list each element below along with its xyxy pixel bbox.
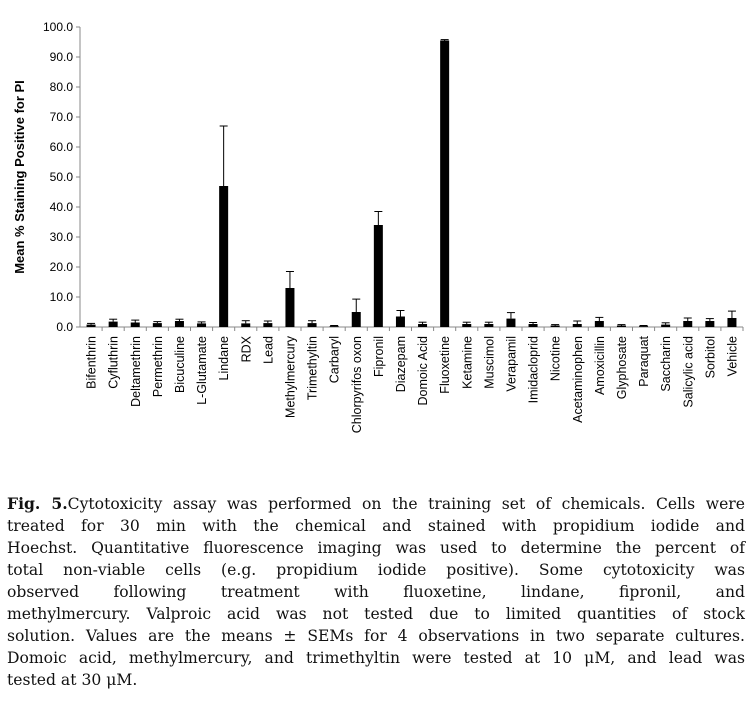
bar: [241, 323, 251, 327]
bar: [285, 288, 295, 327]
x-tick-label: Amoxicillin: [593, 336, 607, 395]
x-tick-label: Permethrin: [151, 336, 165, 397]
caption-line-6: methylmercury. Valproic acid was not tes…: [7, 605, 745, 623]
bar: [86, 324, 96, 327]
x-tick-label: Trimethyltin: [306, 336, 320, 400]
bar: [528, 324, 538, 327]
x-tick-label: Cyfluthrin: [107, 336, 121, 389]
bar: [705, 321, 715, 327]
bar: [108, 321, 118, 327]
bar: [197, 323, 207, 327]
bar: [174, 321, 184, 327]
bar: [307, 323, 317, 327]
x-tick-label: Fipronil: [372, 336, 386, 377]
x-tick-label: Muscimol: [482, 336, 496, 389]
y-axis-ticks: 0.0 10.0 20.0 30.0 40.0 50.0 60.0 70.0 80.0 90.0 1…: [43, 20, 80, 334]
bar: [373, 225, 383, 327]
bar: [639, 326, 649, 327]
x-tick-label: Methylmercury: [283, 335, 297, 418]
y-tick-label: 40.0: [50, 200, 74, 214]
x-tick-label: Verapamil: [504, 336, 518, 392]
error-bars: [87, 39, 736, 327]
x-tick-label: Acetaminophen: [571, 336, 585, 423]
axes: [79, 27, 744, 331]
x-tick-label: Glyphosate: [615, 336, 629, 399]
x-tick-label: Deltamethrin: [129, 336, 143, 407]
x-tick-label: RDX: [239, 335, 253, 362]
bar: [594, 321, 604, 327]
x-tick-label: Vehicle: [725, 336, 739, 376]
x-tick-label: Salicylic acid: [681, 336, 695, 408]
x-tick-label: Carbaryl: [328, 336, 342, 383]
bar: [395, 316, 405, 327]
x-tick-label: Imidacloprid: [527, 336, 541, 403]
x-axis-labels: Bifenthrin Cyfluthrin Deltamethrin Permethr…: [85, 335, 740, 433]
bar: [506, 318, 516, 327]
bar: [661, 324, 671, 327]
bar-chart: Mean % Staining Positive for PI 0.0 10.0 2…: [12, 20, 744, 433]
x-tick-label: Domoic Acid: [416, 336, 430, 406]
bar: [616, 325, 626, 327]
x-tick-label: Bicuculine: [173, 336, 187, 393]
caption-line-1: Fig. 5.Cytotoxicity assay was performed …: [7, 493, 745, 515]
figure-label: Fig. 5.: [7, 494, 68, 513]
y-tick-label: 50.0: [50, 170, 74, 184]
y-tick-label: 60.0: [50, 140, 74, 154]
bar: [462, 324, 472, 327]
x-tick-label: Chlorpyrifos oxon: [350, 336, 364, 433]
x-tick-label: Lead: [261, 336, 275, 364]
x-tick-label: Nicotine: [549, 336, 563, 381]
x-tick-label: Paraquat: [637, 335, 651, 386]
bar: [418, 324, 428, 327]
bar: [329, 326, 339, 327]
x-tick-label: Lindane: [217, 336, 231, 381]
y-axis-title-group: Mean % Staining Positive for PI: [12, 80, 27, 274]
caption-line-7: solution. Values are the means ± SEMs fo…: [7, 627, 745, 645]
bar: [484, 324, 494, 327]
bar: [550, 325, 560, 327]
caption-text-1: Cytotoxicity assay was performed on the …: [67, 495, 745, 513]
caption-line-5: observed following treatment with fluoxe…: [7, 583, 745, 601]
x-tick-label: Ketamine: [460, 336, 474, 389]
caption-line-8: Domoic acid, methylmercury, and trimethy…: [7, 649, 745, 667]
caption-line-2: treated for 30 min with the chemical and…: [7, 517, 745, 535]
caption-line-4: total non-viable cells (e.g. propidium i…: [7, 561, 745, 579]
y-tick-label: 20.0: [50, 260, 74, 274]
bars: [86, 40, 737, 327]
bar: [727, 318, 737, 327]
y-tick-label: 100.0: [43, 20, 73, 34]
bar: [683, 321, 693, 327]
x-tick-label: Fluoxetine: [438, 336, 452, 394]
y-tick-label: 30.0: [50, 230, 74, 244]
caption-line-3: Hoechst. Quantitative fluorescence imagi…: [7, 539, 745, 557]
x-tick-label: L-Glutamate: [195, 336, 209, 405]
y-axis-title: Mean % Staining Positive for PI: [12, 80, 27, 274]
x-tick-label: Bifenthrin: [85, 336, 99, 389]
bar: [351, 312, 361, 327]
y-tick-label: 90.0: [50, 50, 74, 64]
bar: [572, 324, 582, 327]
bar: [219, 186, 229, 327]
bar: [263, 323, 273, 327]
y-tick-label: 70.0: [50, 110, 74, 124]
caption-line-9: tested at 30 μM.: [7, 671, 138, 689]
x-tick-label: Diazepam: [394, 336, 408, 392]
bar: [152, 323, 162, 327]
y-tick-label: 0.0: [56, 320, 73, 334]
y-tick-label: 80.0: [50, 80, 74, 94]
bar: [130, 322, 140, 327]
bar: [440, 40, 450, 327]
x-tick-label: Saccharin: [659, 336, 673, 392]
y-tick-label: 10.0: [50, 290, 74, 304]
figure-caption: Fig. 5.Cytotoxicity assay was performed …: [7, 493, 745, 691]
x-tick-label: Sorbitol: [703, 336, 717, 378]
